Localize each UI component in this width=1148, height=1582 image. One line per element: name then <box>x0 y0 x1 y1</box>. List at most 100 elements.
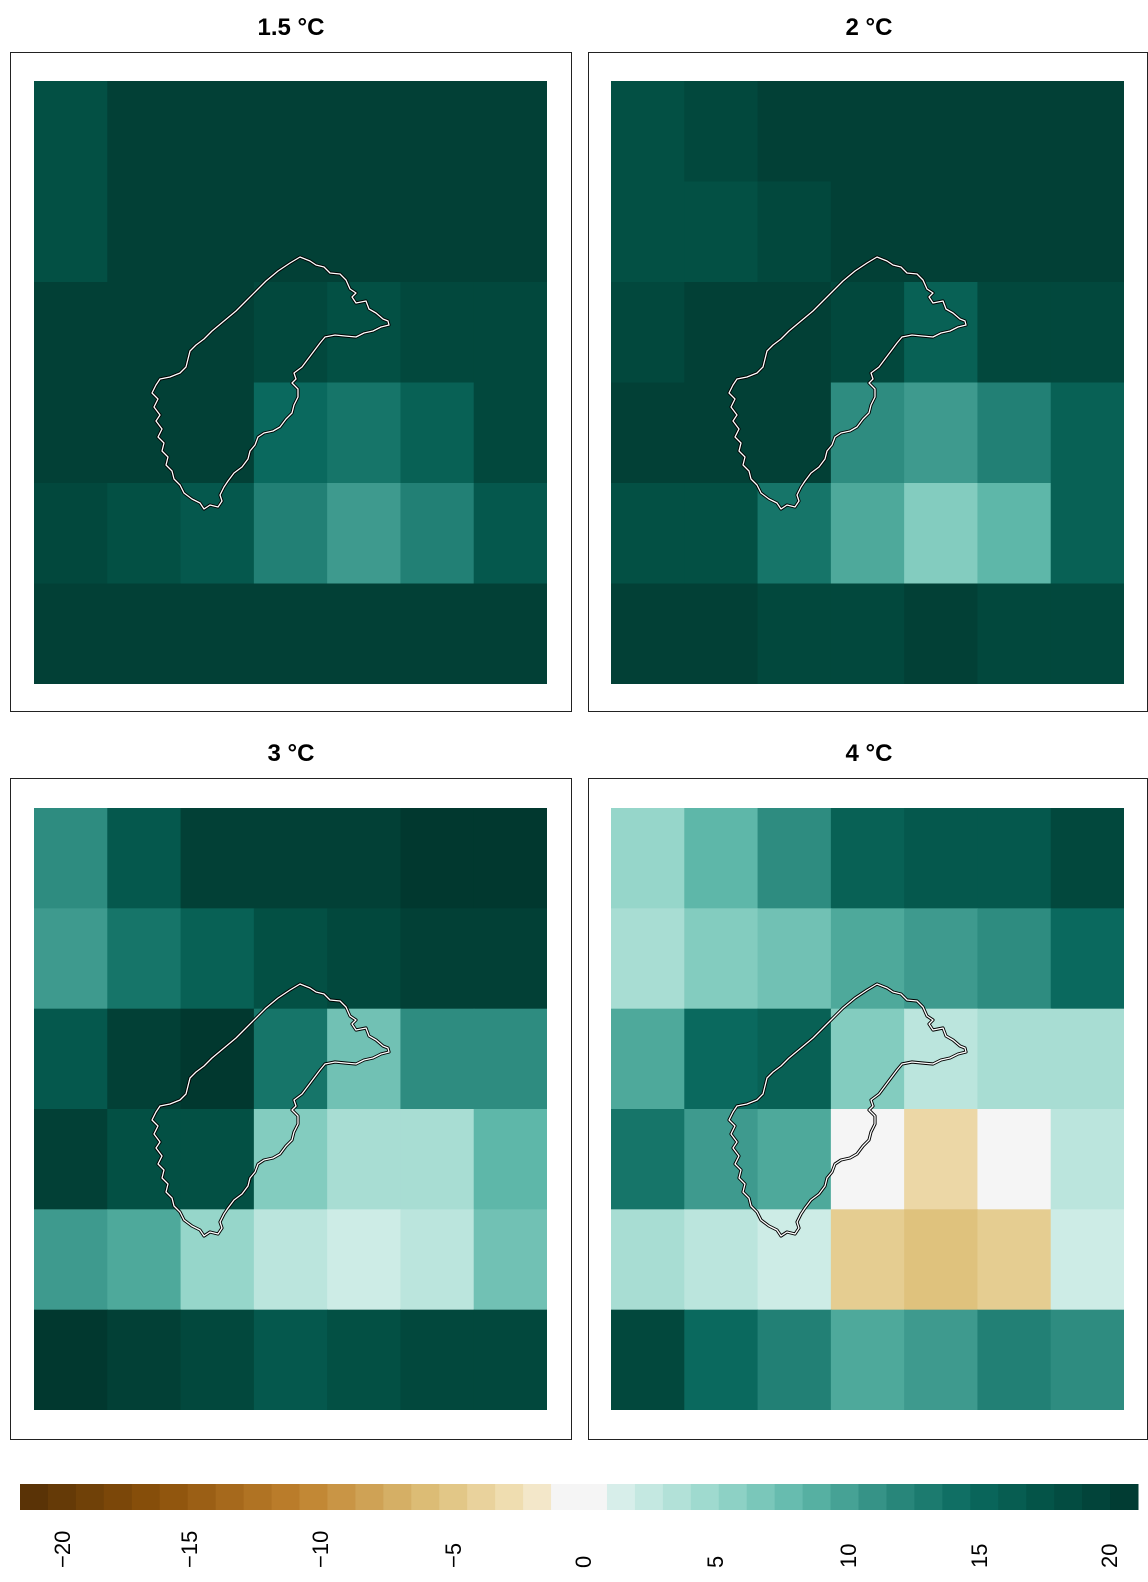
colorbar-bin <box>774 1484 804 1510</box>
grid-cell <box>327 1309 402 1410</box>
grid-cell <box>830 282 905 384</box>
colorbar-bin <box>187 1484 217 1510</box>
grid-cell <box>400 282 475 384</box>
grid-cell <box>977 1209 1052 1311</box>
grid-cell <box>757 1309 832 1410</box>
grid-cell <box>611 81 685 183</box>
grid-cell <box>473 282 547 384</box>
grid-cell <box>904 382 979 484</box>
grid-cell <box>977 583 1052 684</box>
grid-cell <box>757 908 832 1010</box>
grid-cell <box>684 1008 759 1110</box>
map-grid <box>611 81 1124 684</box>
colorbar-bin <box>383 1484 412 1510</box>
colorbar-bin <box>159 1484 189 1510</box>
grid-cell <box>684 282 759 384</box>
map-grid <box>611 808 1124 1410</box>
colorbar-bin <box>131 1484 161 1510</box>
grid-cell <box>107 282 182 384</box>
colorbar-tick-label: 5 <box>703 1556 728 1568</box>
grid-cell <box>327 583 402 684</box>
grid-cell <box>684 181 759 283</box>
grid-cell <box>977 1109 1052 1210</box>
grid-cell <box>400 583 475 684</box>
grid-cell <box>611 282 685 384</box>
colorbar-bin <box>439 1484 468 1510</box>
colorbar-bin <box>215 1484 245 1510</box>
grid-cell <box>830 583 905 684</box>
grid-cell <box>473 808 547 909</box>
grid-cell <box>400 382 475 484</box>
grid-cell <box>253 1008 328 1110</box>
grid-cell <box>34 382 108 484</box>
colorbar-bin <box>802 1484 832 1510</box>
grid-cell <box>400 1109 475 1210</box>
colorbar-bin <box>355 1484 384 1510</box>
grid-cell <box>904 583 979 684</box>
grid-cell <box>180 282 255 384</box>
grid-cell <box>977 483 1052 585</box>
grid-cell <box>34 81 108 183</box>
grid-cell <box>253 483 328 585</box>
grid-cell <box>977 81 1052 183</box>
grid-cell <box>180 382 255 484</box>
colorbar-bin <box>103 1484 133 1510</box>
grid-cell <box>684 1209 759 1311</box>
grid-cell <box>34 908 108 1010</box>
grid-cell <box>253 908 328 1010</box>
grid-cell <box>1050 583 1124 684</box>
grid-cell <box>34 1309 108 1410</box>
grid-cell <box>684 81 759 183</box>
grid-cell <box>977 181 1052 283</box>
map-grid <box>34 81 547 684</box>
grid-cell <box>473 81 547 183</box>
map-grid <box>34 808 547 1410</box>
colorbar-bin <box>858 1484 887 1510</box>
colorbar-bin <box>20 1484 49 1510</box>
grid-cell <box>34 808 108 909</box>
colorbar-bin <box>299 1484 328 1510</box>
panel-title: 2 °C <box>845 14 893 41</box>
grid-cell <box>830 908 905 1010</box>
colorbar-tick-label: −10 <box>308 1531 333 1568</box>
colorbar-bin <box>467 1484 496 1510</box>
grid-cell <box>327 81 402 183</box>
colorbar-tick-label: 20 <box>1097 1544 1122 1568</box>
colorbar-bin <box>718 1484 748 1510</box>
colorbar-bin <box>1054 1484 1083 1510</box>
colorbar-bins <box>20 1484 1139 1510</box>
grid-cell <box>977 282 1052 384</box>
grid-cell <box>757 808 832 909</box>
colorbar-bin <box>411 1484 440 1510</box>
colorbar-tick-label: −20 <box>50 1531 75 1568</box>
grid-cell <box>1050 808 1124 909</box>
grid-cell <box>473 583 547 684</box>
colorbar-bin <box>1082 1484 1111 1510</box>
colorbar-legend: −20 −15 −10 −5 0 5 10 15 20 <box>20 1484 1139 1568</box>
grid-cell <box>611 1309 685 1410</box>
grid-cell <box>400 483 475 585</box>
region-outline <box>728 983 967 1237</box>
colorbar-bin <box>634 1484 664 1510</box>
colorbar-bin <box>1026 1484 1055 1510</box>
grid-cell <box>107 81 182 183</box>
grid-cell <box>904 483 979 585</box>
grid-cell <box>904 908 979 1010</box>
grid-cell <box>684 583 759 684</box>
grid-cell <box>107 1209 182 1311</box>
colorbar-bin <box>970 1484 999 1510</box>
colorbar-bin <box>942 1484 971 1510</box>
grid-cell <box>34 1109 108 1210</box>
colorbar-tick-label: 10 <box>836 1544 861 1568</box>
grid-cell <box>327 908 402 1010</box>
grid-cell <box>327 1209 402 1311</box>
grid-cell <box>34 181 108 283</box>
grid-cell <box>107 1008 182 1110</box>
colorbar-bin <box>75 1484 105 1510</box>
grid-cell <box>107 181 182 283</box>
grid-cell <box>830 1309 905 1410</box>
grid-cell <box>1050 181 1124 283</box>
grid-cell <box>757 81 832 183</box>
grid-cell <box>180 808 255 909</box>
colorbar-bin <box>606 1484 636 1510</box>
